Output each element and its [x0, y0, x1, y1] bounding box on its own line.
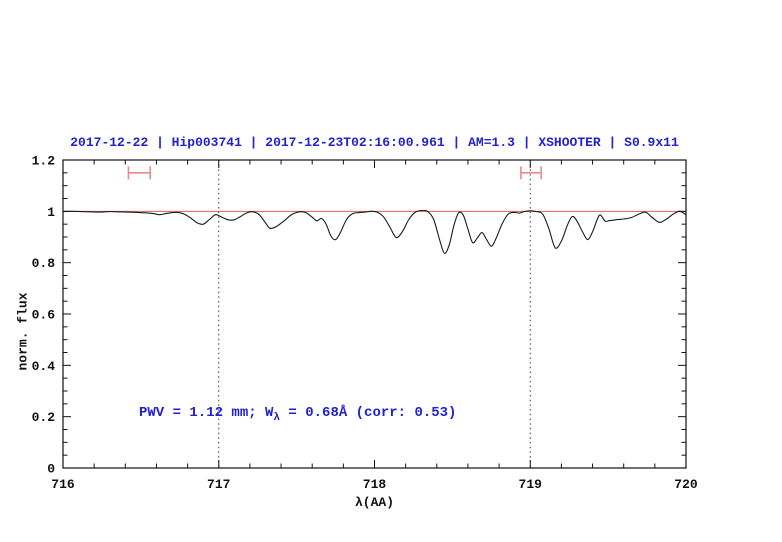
- y-tick-label: 1.2: [32, 154, 56, 169]
- plot-title: 2017-12-22 | Hip003741 | 2017-12-23T02:1…: [70, 135, 679, 150]
- pwv-annotation: PWV = 1.12 mm; Wλ = 0.68Å (corr: 0.53): [139, 405, 456, 424]
- y-tick-label: 0.6: [32, 308, 56, 323]
- x-tick-label: 720: [674, 477, 698, 492]
- x-axis-title: λ(AA): [354, 495, 394, 510]
- y-tick-label: 0: [47, 462, 55, 477]
- x-tick-label: 719: [519, 477, 543, 492]
- pwv-annotation-post: = 0.68Å (corr: 0.53): [280, 405, 457, 421]
- x-tick-label: 718: [363, 477, 387, 492]
- y-tick-label: 0.2: [32, 410, 56, 425]
- pwv-annotation-pre: PWV = 1.12 mm; W: [139, 405, 274, 421]
- y-axis-title: norm. flux: [15, 292, 31, 371]
- spectrum-curve: [62, 209, 687, 254]
- x-tick-label: 716: [51, 477, 75, 492]
- pwv-annotation-lambda-sub: λ: [273, 411, 281, 424]
- x-tick-label: 717: [207, 477, 230, 492]
- y-tick-label: 0.8: [32, 256, 56, 271]
- y-tick-label: 0.4: [32, 359, 56, 374]
- y-tick-label: 1: [47, 205, 55, 220]
